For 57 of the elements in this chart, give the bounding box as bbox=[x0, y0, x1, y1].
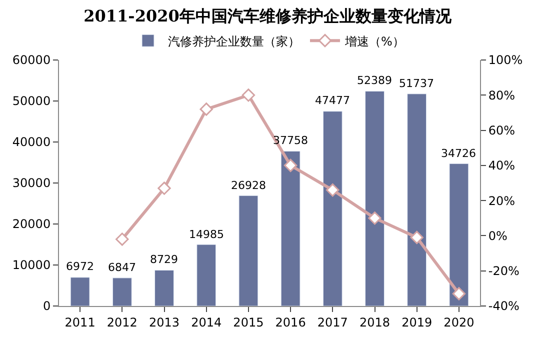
x-tick-label: 2014 bbox=[191, 315, 222, 330]
x-tick-label: 2012 bbox=[106, 315, 138, 330]
data-label: 14985 bbox=[189, 228, 224, 241]
data-label: 52389 bbox=[357, 74, 392, 87]
data-label: 6847 bbox=[108, 261, 136, 274]
y-tick-label: 40000 bbox=[12, 135, 51, 150]
y-tick-label: 50000 bbox=[12, 94, 51, 108]
y-tick-label: 20000 bbox=[12, 217, 51, 232]
data-label: 34726 bbox=[441, 147, 476, 160]
bar bbox=[196, 244, 216, 306]
bar bbox=[112, 278, 132, 306]
bar bbox=[365, 90, 384, 306]
y-tick-label: 10000 bbox=[12, 258, 51, 272]
bar bbox=[322, 111, 342, 306]
point bbox=[326, 183, 340, 197]
data-label: 51737 bbox=[399, 77, 434, 90]
legend-label: 增速（%） bbox=[344, 34, 404, 48]
x-tick-label: 2013 bbox=[148, 315, 180, 330]
y2-tick-label: -40% bbox=[488, 299, 520, 314]
point bbox=[368, 212, 382, 225]
y2-tick-label: 60% bbox=[488, 123, 516, 138]
bar bbox=[449, 163, 469, 306]
point bbox=[158, 182, 171, 195]
point bbox=[116, 232, 129, 246]
y-tick-label: 60000 bbox=[12, 53, 51, 68]
y2-tick-label: 80% bbox=[488, 88, 516, 102]
bar bbox=[238, 195, 258, 306]
bar bbox=[280, 150, 300, 306]
y2-tick-label: 0% bbox=[488, 228, 508, 243]
y2-tick-label: -20% bbox=[488, 264, 520, 278]
data-label: 47477 bbox=[315, 94, 350, 107]
x-tick-label: 2011 bbox=[64, 315, 96, 330]
y2-tick-label: 20% bbox=[488, 194, 516, 208]
data-label: 26928 bbox=[231, 179, 266, 192]
data-label: 37758 bbox=[273, 134, 308, 147]
x-tick-label: 2016 bbox=[275, 315, 306, 330]
y-tick-label: 30000 bbox=[12, 176, 51, 190]
data-label: 8729 bbox=[150, 253, 178, 266]
chart-title: 2011-2020年中国汽车维修养护企业数量变化情况 bbox=[84, 6, 452, 26]
bar bbox=[70, 277, 90, 306]
point bbox=[284, 158, 298, 172]
point bbox=[242, 88, 256, 102]
y-tick-label: 0 bbox=[42, 299, 51, 314]
y2-tick-label: 100% bbox=[488, 53, 523, 68]
bar bbox=[407, 94, 427, 306]
bar bbox=[154, 270, 174, 306]
point bbox=[410, 230, 424, 244]
x-tick-label: 2015 bbox=[233, 315, 264, 330]
y2-tick-label: 40% bbox=[488, 158, 516, 173]
legend-label: 汽修养护企业数量（家） bbox=[168, 34, 300, 48]
point bbox=[452, 287, 466, 300]
point bbox=[200, 102, 213, 116]
x-tick-label: 2018 bbox=[359, 315, 390, 330]
data-label: 6972 bbox=[66, 260, 94, 273]
x-tick-label: 2019 bbox=[402, 315, 432, 330]
x-tick-label: 2017 bbox=[317, 315, 348, 330]
x-tick-label: 2020 bbox=[444, 315, 474, 330]
